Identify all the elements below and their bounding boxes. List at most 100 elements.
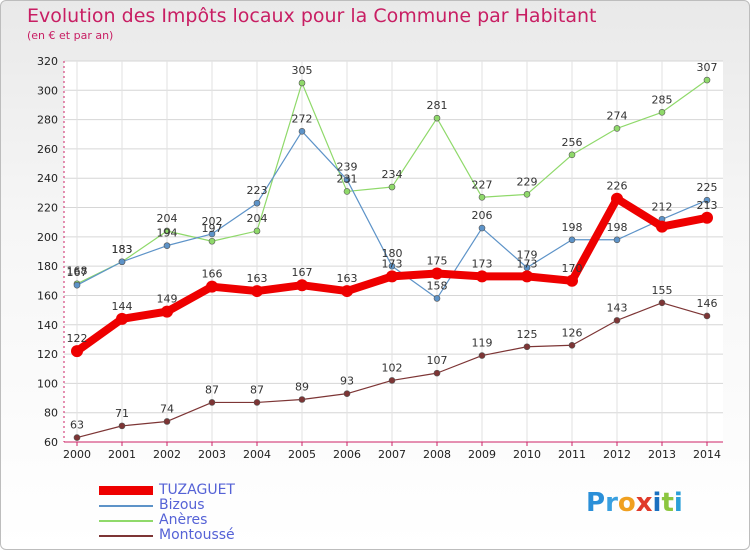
data-label: 212	[652, 200, 673, 213]
data-label: 206	[472, 209, 493, 222]
data-point	[613, 125, 621, 132]
data-label: 158	[427, 279, 448, 292]
data-point	[208, 399, 216, 406]
data-point	[568, 151, 576, 159]
x-tick-label: 2008	[423, 448, 451, 461]
data-label: 143	[607, 301, 628, 314]
data-label: 87	[250, 383, 264, 396]
legend-swatch	[99, 534, 153, 537]
y-tick-label: 300	[37, 84, 58, 97]
data-label: 167	[292, 266, 313, 279]
legend-swatch	[99, 486, 153, 495]
data-point	[208, 237, 216, 245]
y-tick-label: 200	[37, 231, 58, 244]
data-label: 229	[517, 175, 538, 188]
data-label: 144	[112, 300, 133, 313]
data-point	[388, 183, 396, 191]
proxiti-logo: Proxiti	[586, 488, 683, 518]
legend-item: Anères	[99, 513, 235, 528]
data-point	[658, 299, 666, 307]
x-tick-label: 2003	[198, 448, 226, 461]
data-point	[388, 262, 396, 270]
data-label: 173	[472, 257, 493, 270]
y-tick-label: 280	[37, 114, 58, 127]
data-label: 307	[697, 61, 718, 74]
data-point	[296, 279, 308, 292]
logo-letter: P	[586, 488, 606, 518]
data-point	[341, 285, 353, 298]
data-label: 175	[427, 254, 448, 267]
data-point	[298, 396, 306, 403]
x-tick-label: 2002	[153, 448, 181, 461]
data-point	[73, 281, 81, 289]
data-point	[433, 295, 441, 302]
x-tick-label: 2004	[243, 448, 271, 461]
chart-title: Evolution des Impôts locaux pour la Comm…	[27, 5, 597, 27]
data-label: 198	[607, 221, 628, 234]
x-tick-label: 2005	[288, 448, 316, 461]
logo-letter: i	[673, 488, 683, 518]
data-label: 274	[607, 109, 628, 122]
x-tick-label: 2010	[513, 448, 541, 461]
legend-item: Bizous	[99, 498, 235, 513]
data-point	[476, 270, 488, 283]
x-tick-label: 2012	[603, 448, 631, 461]
data-label: 170	[562, 262, 583, 275]
data-point	[568, 236, 576, 244]
data-point	[431, 267, 443, 280]
logo-letter: x	[635, 488, 653, 518]
data-label: 146	[697, 297, 718, 310]
x-tick-label: 2013	[648, 448, 676, 461]
data-point	[478, 352, 486, 359]
data-point	[433, 114, 441, 122]
legend-label: Bizous	[159, 497, 205, 513]
data-point	[478, 193, 486, 201]
data-point	[703, 76, 711, 84]
data-label: 226	[607, 180, 628, 193]
data-point	[656, 220, 668, 233]
x-tick-label: 2011	[558, 448, 586, 461]
legend: TUZAGUET Bizous Anères Montoussé	[99, 483, 235, 543]
legend-item: TUZAGUET	[99, 483, 235, 498]
data-point	[116, 312, 128, 325]
data-label: 256	[562, 136, 583, 149]
logo-letter: r	[605, 488, 618, 518]
data-label: 194	[157, 227, 178, 240]
data-label: 204	[247, 212, 268, 225]
data-point	[701, 211, 713, 224]
data-point	[703, 196, 711, 204]
data-point	[658, 108, 666, 116]
data-label: 63	[70, 419, 84, 432]
data-point	[523, 191, 531, 198]
data-label: 173	[517, 257, 538, 270]
data-label: 163	[337, 272, 358, 285]
data-label: 272	[292, 112, 313, 125]
data-label: 74	[160, 402, 174, 415]
y-tick-label: 120	[37, 348, 58, 361]
data-label: 107	[427, 354, 448, 367]
legend-label: TUZAGUET	[159, 482, 235, 498]
data-label: 173	[382, 257, 403, 270]
y-tick-label: 100	[37, 377, 58, 390]
y-tick-label: 140	[37, 319, 58, 332]
data-point	[611, 192, 623, 205]
data-label: 234	[382, 168, 403, 181]
y-tick-label: 240	[37, 172, 58, 185]
data-point	[161, 305, 173, 318]
data-point	[478, 224, 486, 232]
data-point	[118, 258, 126, 266]
data-label: 89	[295, 381, 309, 394]
data-point	[163, 242, 171, 249]
data-point	[163, 418, 171, 425]
data-point	[298, 128, 306, 135]
data-point	[208, 230, 216, 238]
data-label: 197	[202, 222, 223, 235]
data-label: 126	[562, 326, 583, 339]
data-label: 102	[382, 361, 403, 374]
data-label: 202	[202, 215, 223, 228]
data-label: 225	[697, 181, 718, 194]
data-label: 155	[652, 284, 673, 297]
data-point	[206, 280, 218, 293]
data-label: 122	[67, 332, 88, 345]
